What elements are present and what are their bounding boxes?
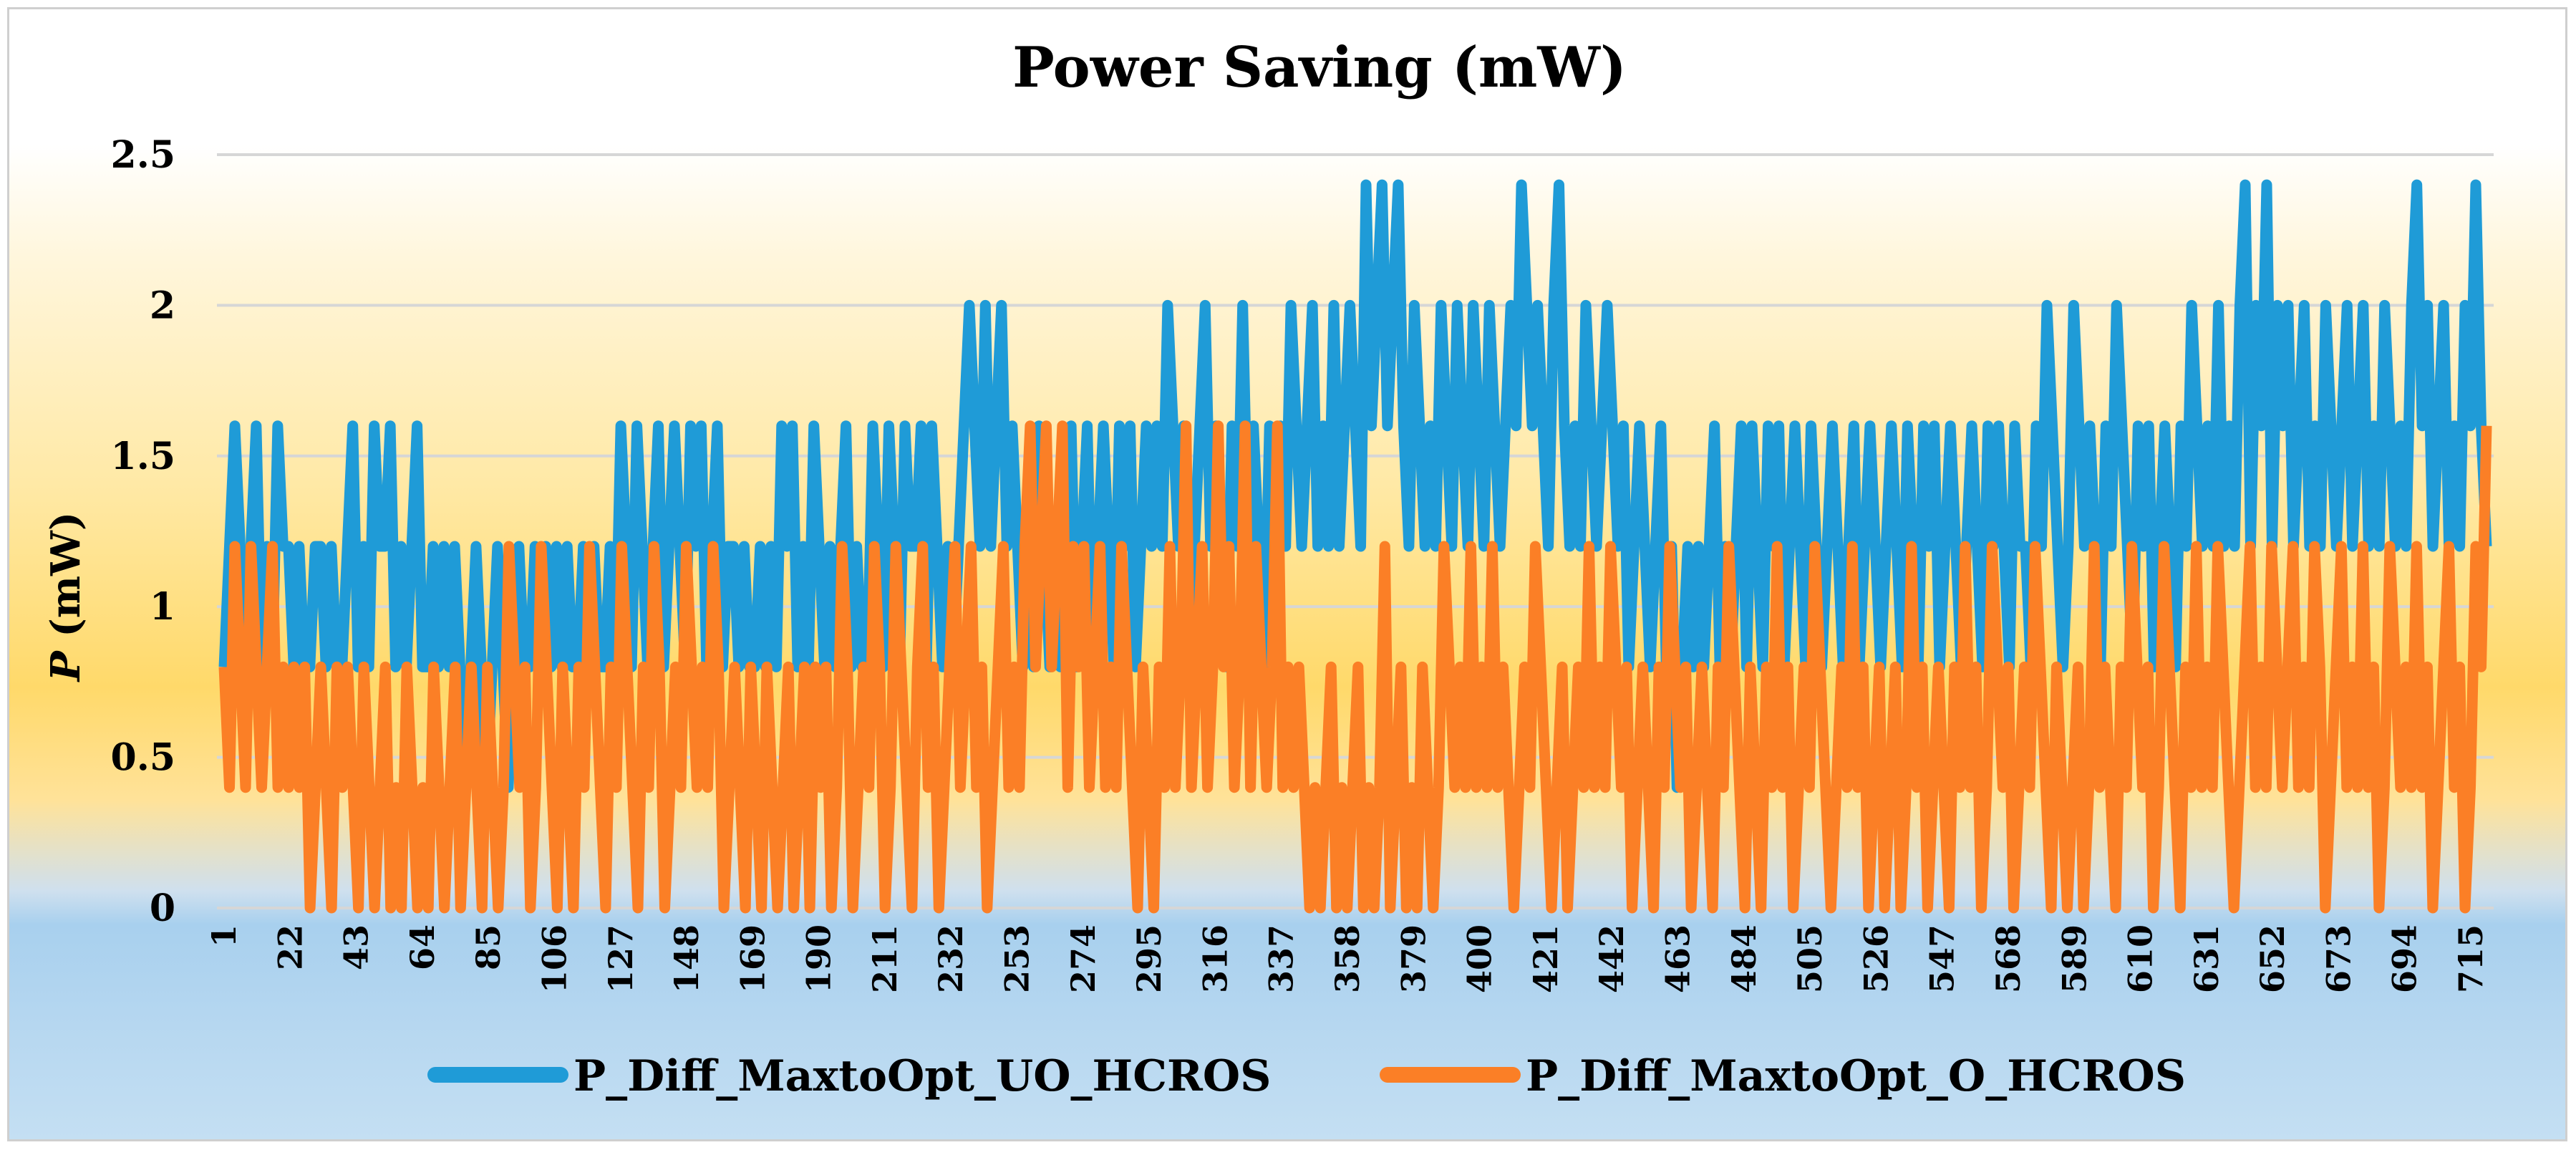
x-tick-label: 610: [2121, 924, 2160, 993]
x-tick-label: 442: [1592, 924, 1631, 993]
x-tick-label: 1: [205, 924, 243, 947]
x-tick-label: 169: [733, 924, 772, 993]
x-tick-label: 379: [1394, 924, 1433, 993]
x-tick-label: 85: [469, 924, 508, 970]
legend-label-uo: P_Diff_MaxtoOpt_UO_HCROS: [573, 1051, 1271, 1101]
x-tick-label: 547: [1923, 924, 1962, 993]
series-line-o: [218, 420, 2492, 914]
y-tick-label: 0: [150, 886, 175, 930]
data-series: [218, 179, 2492, 914]
x-tick-label: 295: [1130, 924, 1168, 993]
y-axis-label-variable: P: [42, 649, 89, 682]
y-tick-label: 1.5: [111, 435, 175, 478]
x-tick-label: 337: [1262, 924, 1301, 993]
x-tick-label: 274: [1064, 924, 1103, 993]
x-tick-label: 715: [2451, 924, 2490, 993]
y-axis-label: P (mW): [42, 512, 89, 683]
y-tick-label: 0.5: [111, 736, 175, 780]
x-tick-label: 589: [2055, 924, 2093, 993]
y-tick-label: 2.5: [111, 133, 175, 177]
x-tick-label: 673: [2319, 924, 2358, 993]
x-tick-label: 43: [337, 924, 376, 970]
x-tick-label: 127: [601, 924, 640, 993]
x-tick-label: 190: [800, 924, 838, 993]
x-tick-label: 526: [1856, 924, 1895, 993]
legend-label-o: P_Diff_MaxtoOpt_O_HCROS: [1526, 1051, 2186, 1101]
x-tick-label: 316: [1196, 924, 1234, 993]
x-tick-label: 400: [1461, 924, 1499, 993]
x-tick-label: 631: [2187, 924, 2226, 993]
y-tick-label: 2: [150, 284, 175, 327]
x-tick-label: 358: [1328, 924, 1367, 993]
x-tick-label: 463: [1658, 924, 1697, 993]
x-tick-label: 22: [271, 924, 309, 970]
x-tick-label: 211: [866, 924, 904, 993]
x-tick-label: 421: [1526, 924, 1565, 993]
y-axis-ticks: 0 0.5 1 1.5 2 2.5: [111, 133, 175, 930]
x-tick-label: 694: [2386, 924, 2424, 993]
chart-title: Power Saving (mW): [1012, 35, 1627, 100]
x-tick-label: 64: [403, 924, 442, 970]
x-tick-label: 253: [998, 924, 1037, 993]
legend: P_Diff_MaxtoOpt_UO_HCROS P_Diff_MaxtoOpt…: [427, 1051, 2186, 1101]
x-axis-ticks: 1 22 43 64 85 106 127 148 169 190 211 232 253 274 295 3…: [205, 924, 2490, 993]
x-tick-label: 568: [1989, 924, 2028, 993]
x-tick-label: 652: [2253, 924, 2292, 993]
series-line-uo: [218, 179, 2492, 793]
x-tick-label: 484: [1725, 924, 1763, 993]
y-axis-label-unit: (mW): [42, 512, 89, 652]
x-tick-label: 505: [1791, 924, 1829, 993]
y-tick-label: 1: [150, 585, 175, 629]
x-tick-label: 148: [667, 924, 706, 993]
x-tick-label: 232: [931, 924, 970, 993]
x-tick-label: 106: [535, 924, 573, 993]
